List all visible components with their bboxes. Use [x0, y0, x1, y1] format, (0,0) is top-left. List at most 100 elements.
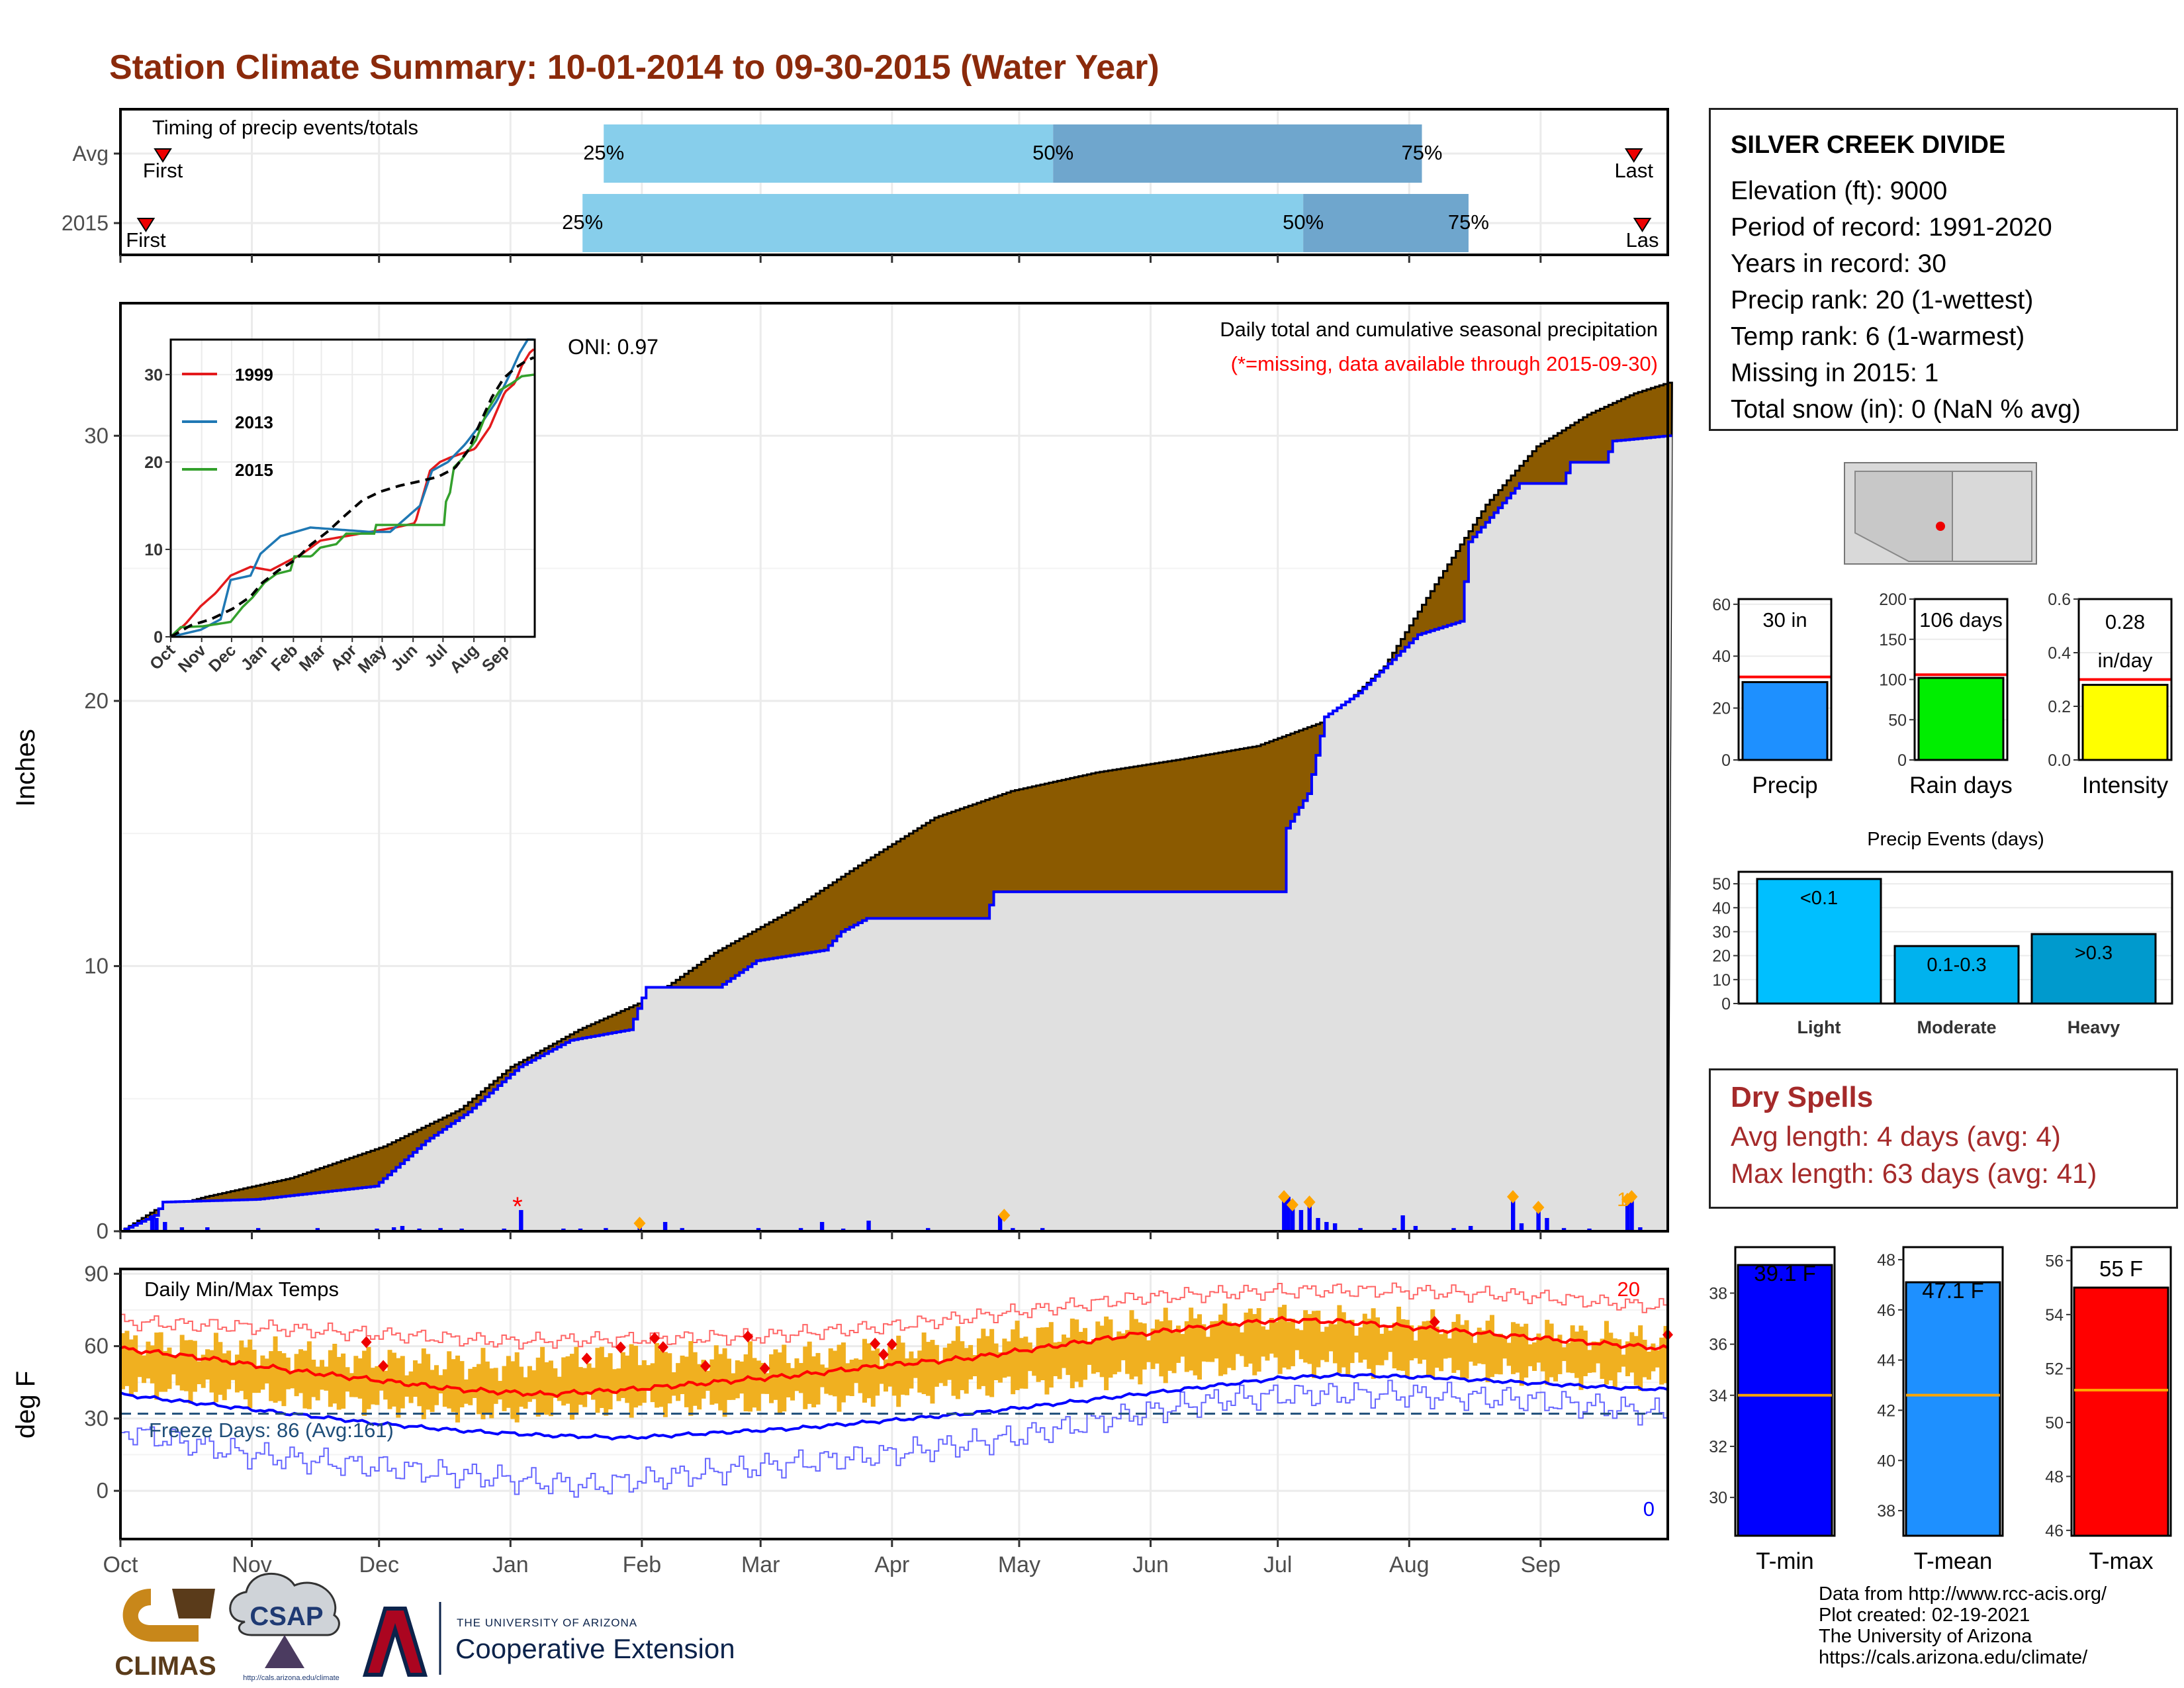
precip-events-y-tick-label: 30 — [1712, 923, 1731, 941]
daily-precip-bar — [1629, 1199, 1634, 1231]
daily-temp-bar — [883, 1359, 888, 1392]
month-tick-label: Dec — [359, 1552, 398, 1577]
daily-temp-bar — [985, 1336, 990, 1396]
record-temp-marker — [581, 1352, 592, 1365]
record-temp-marker — [615, 1341, 626, 1354]
daily-temp-bar — [519, 1366, 524, 1407]
record-temp-marker — [870, 1337, 881, 1350]
daily-temp-bar — [1159, 1321, 1164, 1377]
record-min-line — [120, 1380, 1668, 1498]
daily-temp-bar — [1163, 1307, 1168, 1383]
daily-temp-bar — [480, 1348, 486, 1420]
daily-temp-bar — [1651, 1343, 1656, 1372]
daily-temp-bar — [798, 1363, 803, 1393]
daily-temp-bar — [1600, 1338, 1605, 1380]
daily-precip-bar — [1400, 1215, 1405, 1231]
timing-bar-25-50 — [582, 194, 1304, 252]
daily-temp-bar — [1549, 1323, 1554, 1378]
daily-precip-bar — [1332, 1223, 1338, 1231]
daily-temp-bar — [1231, 1324, 1236, 1370]
daily-temp-bar — [137, 1353, 142, 1378]
daily-temp-bar — [1150, 1329, 1156, 1370]
daily-temp-bar — [324, 1366, 329, 1391]
daily-temp-bar — [612, 1369, 617, 1394]
daily-temp-bar — [586, 1363, 592, 1395]
daily-precip-bar — [150, 1215, 155, 1231]
month-tick-label: Jul — [1263, 1552, 1292, 1577]
daily-temp-bar — [917, 1350, 923, 1393]
station-period: Period of record: 1991-2020 — [1731, 213, 2052, 242]
station-location-dot — [1936, 522, 1945, 531]
precip-events-title: Precip Events (days) — [1867, 829, 2044, 850]
precip-events-y-tick-label: 0 — [1721, 995, 1731, 1013]
precip-events-value-label: <0.1 — [1800, 888, 1838, 909]
daily-temp-bar — [786, 1363, 791, 1397]
daily-temp-bar — [1057, 1341, 1062, 1380]
daily-temp-bar — [434, 1365, 439, 1405]
daily-temp-bar — [578, 1367, 583, 1405]
summary-y-tick-label: 60 — [1712, 596, 1731, 614]
temp-summary-value-label: 39.1 F — [1754, 1261, 1816, 1286]
daily-temp-bar — [188, 1340, 193, 1404]
month-tick-label: Apr — [874, 1552, 909, 1577]
daily-temp-bar — [633, 1345, 639, 1408]
daily-precip-bar — [1561, 1228, 1567, 1231]
daily-temp-bar — [184, 1340, 189, 1391]
daily-temp-bar — [1557, 1335, 1563, 1374]
daily-temp-bar — [1154, 1319, 1160, 1364]
daily-temp-bar — [493, 1368, 498, 1404]
month-tick-label: Jun — [1132, 1552, 1169, 1577]
temp-y-tick-label: 60 — [84, 1334, 109, 1358]
temp-summary-bar — [2073, 1286, 2169, 1537]
daily-temp-bar — [179, 1335, 185, 1391]
daily-temp-bar — [993, 1343, 999, 1381]
summary-panel-label: Precip — [1752, 773, 1817, 798]
daily-precip-bar — [1519, 1223, 1524, 1231]
daily-precip-bar — [1545, 1217, 1549, 1231]
daily-temp-bar — [655, 1342, 660, 1408]
daily-temp-bar — [743, 1354, 749, 1412]
timing-bar-50-75 — [1303, 194, 1469, 252]
daily-precip-bar — [1307, 1204, 1312, 1231]
daily-temp-bar — [226, 1350, 232, 1389]
daily-temp-bar — [408, 1371, 414, 1403]
daily-temp-bar — [336, 1356, 341, 1410]
csap-url-text: http://cals.arizona.edu/climate — [243, 1674, 340, 1682]
record-precip-marker — [1506, 1190, 1519, 1203]
daily-temp-bar — [1418, 1325, 1423, 1364]
daily-temp-bar — [819, 1364, 825, 1387]
inset-legend-label: 2013 — [235, 412, 273, 432]
daily-temp-bar — [1638, 1325, 1643, 1391]
daily-temp-bar — [1171, 1332, 1177, 1374]
daily-temp-bar — [1138, 1322, 1143, 1385]
daily-temp-bar — [1646, 1351, 1651, 1380]
dry-spells-avg: Avg length: 4 days (avg: 4) — [1731, 1121, 2061, 1152]
record-temp-marker — [361, 1336, 372, 1348]
daily-precip-bar — [1282, 1199, 1287, 1231]
daily-temp-bar — [1248, 1308, 1253, 1364]
daily-temp-bar — [616, 1368, 621, 1401]
timing-first-marker — [136, 218, 156, 232]
daily-temp-bar — [1053, 1342, 1058, 1376]
daily-temp-bar — [1447, 1338, 1452, 1358]
daily-temp-bar — [375, 1366, 380, 1405]
csap-logo-text: CSAP — [250, 1602, 323, 1631]
daily-temp-bar — [548, 1360, 553, 1417]
daily-temp-bar — [604, 1357, 609, 1416]
temp-summary-y-tick-label: 38 — [1877, 1502, 1895, 1521]
daily-temp-bar — [527, 1366, 532, 1402]
temp-summary-border — [2070, 1246, 2172, 1537]
daily-temp-bar — [1324, 1327, 1330, 1362]
daily-temp-bar — [1353, 1335, 1359, 1353]
daily-temp-bar — [803, 1346, 808, 1409]
daily-temp-bar — [1116, 1331, 1122, 1372]
daily-precip-bar — [926, 1228, 931, 1231]
daily-temp-bar — [858, 1359, 863, 1393]
daily-precip-bar — [1011, 1228, 1015, 1231]
summary-y-tick-label: 0.0 — [2048, 751, 2071, 770]
daily-precip-bar — [502, 1228, 506, 1231]
daily-temp-bar — [175, 1355, 181, 1385]
daily-temp-bar — [506, 1356, 511, 1408]
daily-precip-bar — [756, 1228, 761, 1231]
daily-temp-bar — [1566, 1342, 1571, 1373]
